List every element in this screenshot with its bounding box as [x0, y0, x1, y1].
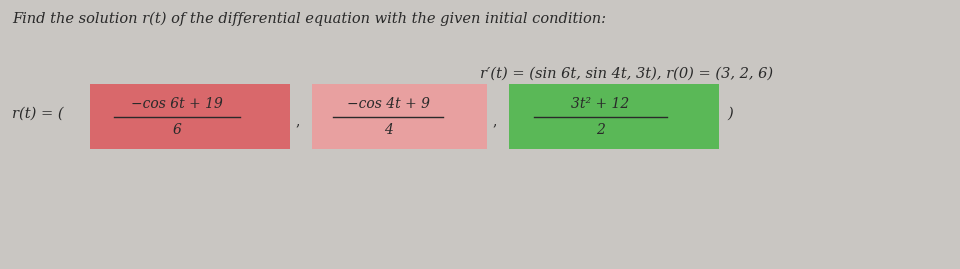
Text: ,: , — [295, 115, 300, 129]
Text: −cos 4t + 9: −cos 4t + 9 — [347, 97, 430, 111]
Text: 2: 2 — [596, 122, 605, 136]
Text: r′(t) = (sin 6t, sin 4t, 3t), r(0) = (3, 2, 6): r′(t) = (sin 6t, sin 4t, 3t), r(0) = (3,… — [480, 67, 773, 81]
FancyBboxPatch shape — [312, 84, 487, 149]
Text: Find the solution r(t) of the differential equation with the given initial condi: Find the solution r(t) of the differenti… — [12, 12, 606, 26]
Text: ,: , — [492, 115, 496, 129]
Text: ): ) — [727, 107, 732, 121]
Text: 3t² + 12: 3t² + 12 — [571, 97, 630, 111]
Text: 4: 4 — [384, 122, 393, 136]
Text: r(t) = (: r(t) = ( — [12, 107, 63, 121]
FancyBboxPatch shape — [90, 84, 290, 149]
Text: 6: 6 — [173, 122, 181, 136]
Text: −cos 6t + 19: −cos 6t + 19 — [132, 97, 223, 111]
FancyBboxPatch shape — [509, 84, 719, 149]
